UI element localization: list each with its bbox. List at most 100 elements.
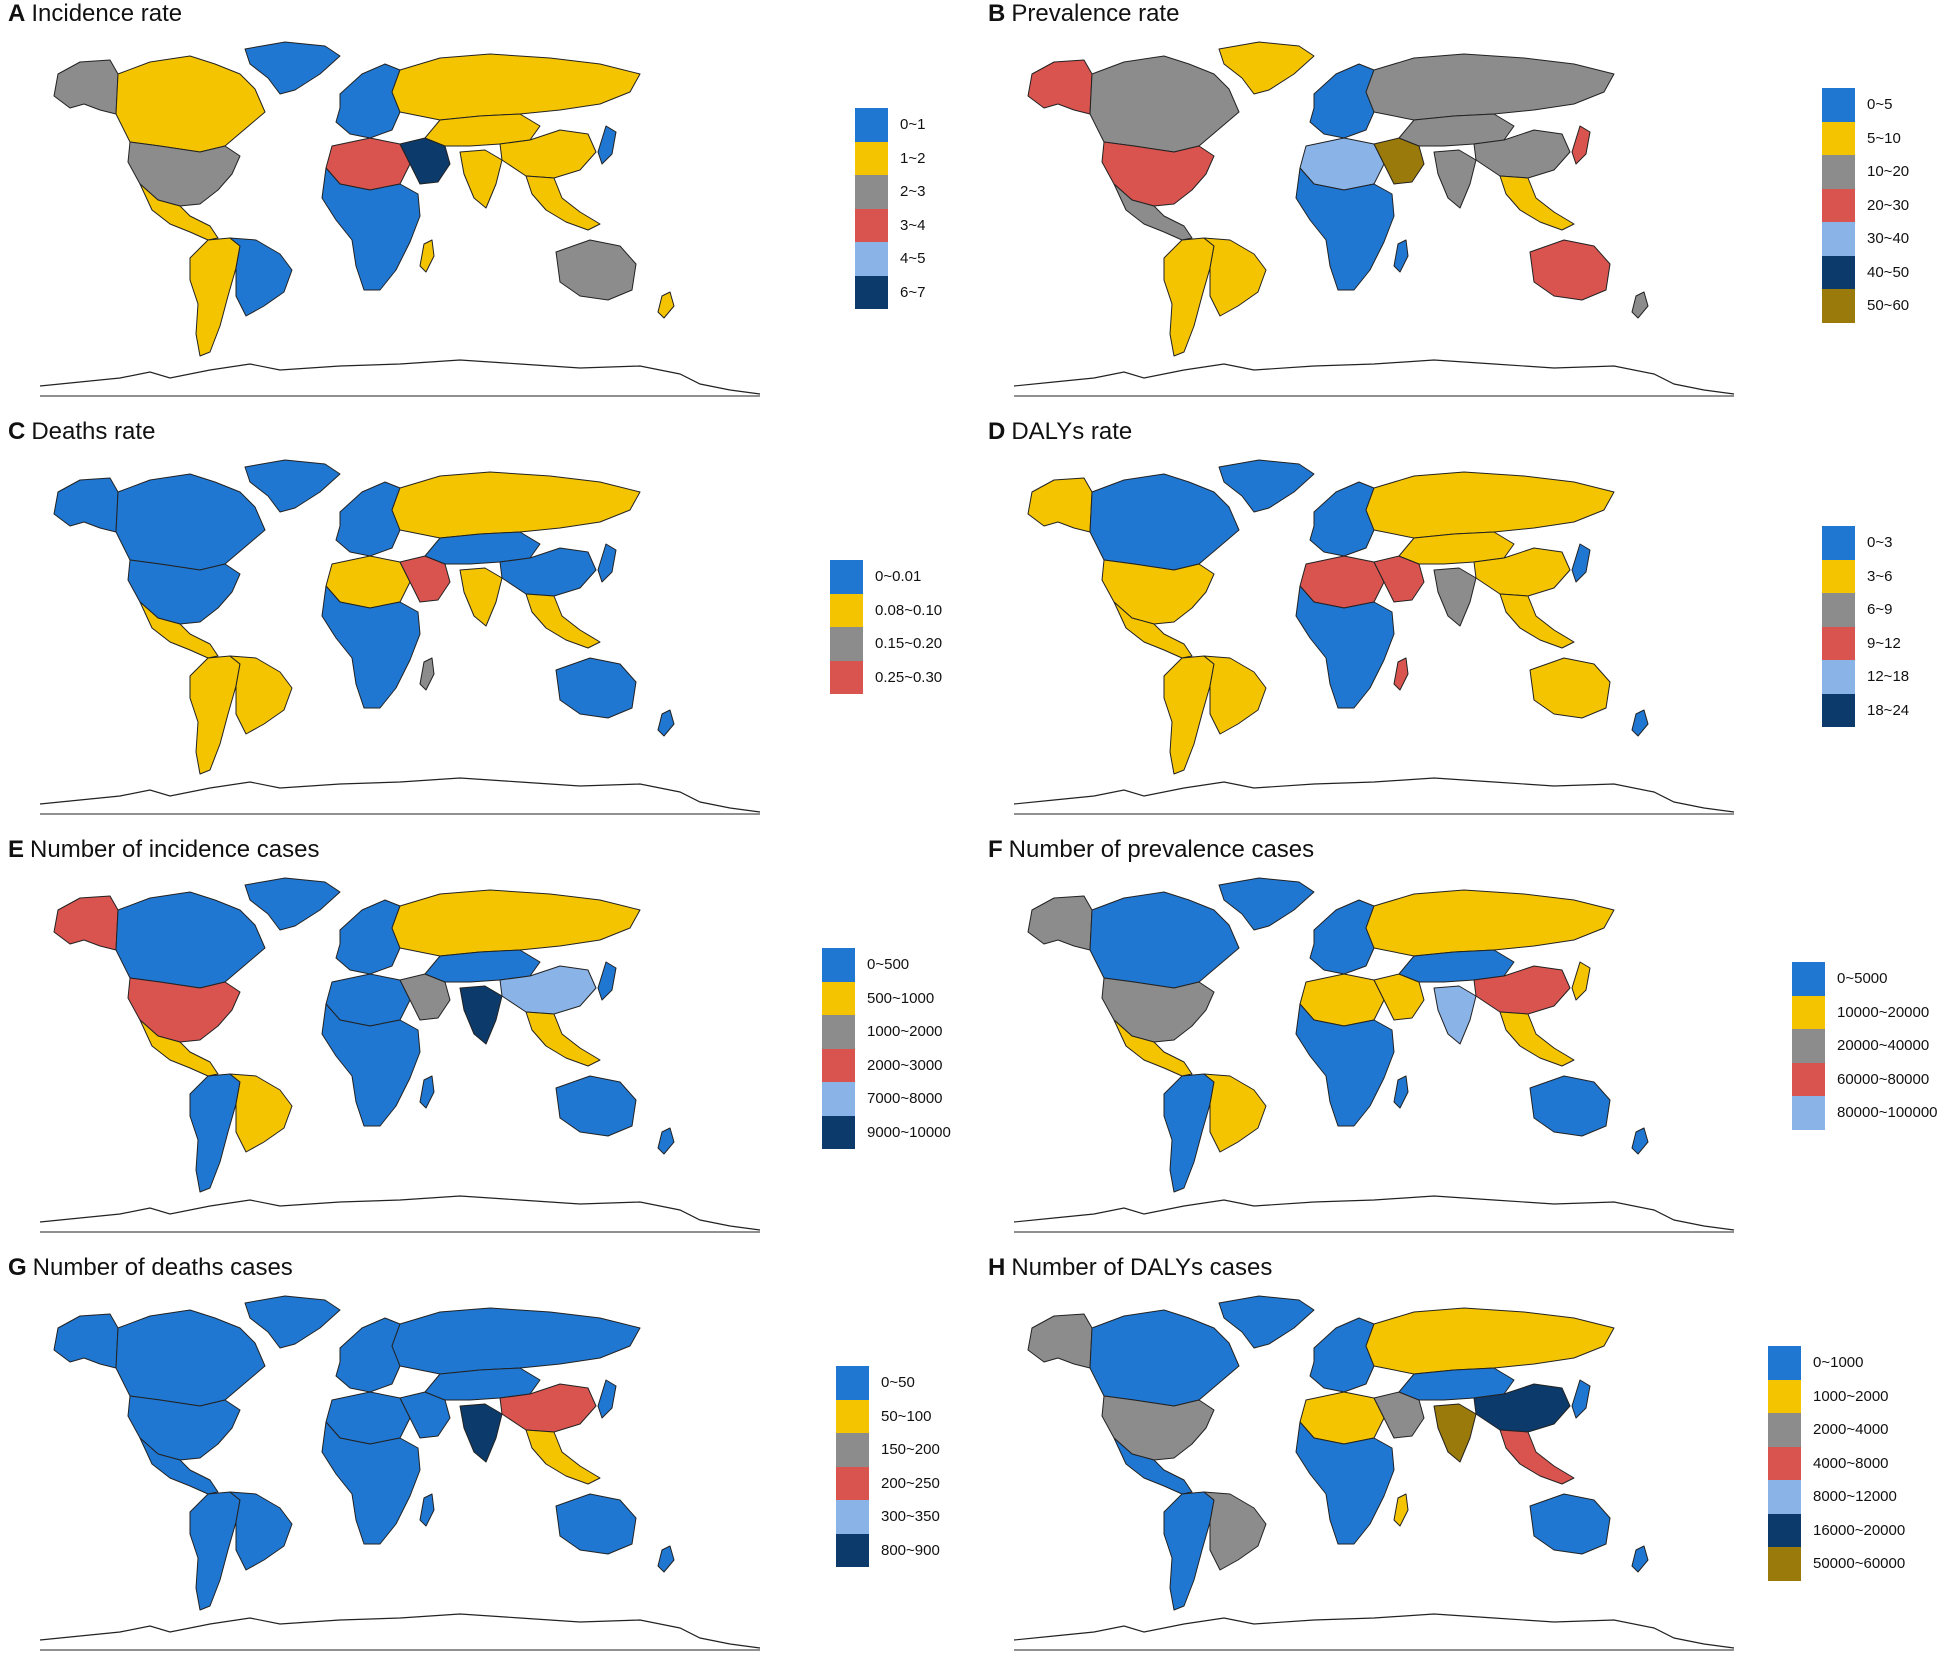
region-africa [1295,167,1395,291]
legend-item: 0~0.01 [830,560,942,594]
legend-swatch [1822,593,1855,627]
legend-label: 40~50 [1867,263,1910,281]
legend-swatch [836,1366,869,1400]
region-north-america [1101,559,1215,625]
legend-swatch [822,1015,855,1049]
panel-title: D DALYs rate [988,418,1132,446]
legend-item: 20~30 [1822,188,1910,222]
legend-swatch [822,1048,855,1082]
map-container [40,870,760,1240]
region-south-america [1163,655,1215,775]
region-russia [391,1307,641,1375]
legend-item: 60000~80000 [1792,1062,1938,1096]
legend-label: 6~9 [1867,601,1893,619]
panel-title-text: Number of prevalence cases [1008,836,1315,863]
legend-swatch [1768,1513,1801,1547]
legend-swatch [855,242,888,276]
legend-item: 50~100 [836,1399,940,1433]
region-africa [321,1421,421,1545]
region-africa [1295,1421,1395,1545]
legend-swatch [822,981,855,1015]
legend-swatch [1792,962,1825,996]
legend-swatch [1822,121,1855,155]
map-container [40,1288,760,1658]
region-madagascar [1393,239,1409,273]
region-japan [597,543,617,583]
region-greenland [244,41,341,95]
legend-item: 800~900 [836,1533,940,1567]
legend-swatch [836,1500,869,1534]
map-container [1014,452,1734,822]
legend-item: 300~350 [836,1500,940,1534]
legend-item: 0~3 [1822,526,1909,560]
legend-swatch [836,1533,869,1567]
map-container [1014,1288,1734,1658]
legend-item: 30~40 [1822,222,1909,256]
legend-item: 7000~8000 [822,1082,951,1116]
legend-label: 150~200 [881,1441,940,1459]
panel-title: A Incidence rate [8,0,182,28]
region-china [1473,1383,1571,1433]
region-alaska [1027,477,1093,533]
region-central-america [139,183,219,241]
region-africa [1295,1003,1395,1127]
panel-letter: C [8,418,26,445]
panel-E: E Number of incidence cases 0~500 500~1000… [0,836,974,1250]
region-north-america [1101,1395,1215,1461]
legend-swatch [1768,1446,1801,1480]
region-brazil [229,237,293,317]
legend-item: 1000~2000 [822,1015,951,1049]
legend-swatch [855,141,888,175]
panel-letter: H [988,1254,1006,1281]
panel-letter: A [8,0,26,27]
legend-swatch [830,627,863,661]
region-alaska [1027,59,1093,115]
world-map [1014,459,1734,815]
map-container [1014,34,1734,404]
legend-item: 8000~12000 [1768,1480,1905,1514]
region-southeast-asia [525,1011,601,1067]
region-greenland [1218,41,1315,95]
region-australia [1529,1493,1611,1555]
legend-item: 6~9 [1822,593,1909,627]
region-africa [321,585,421,709]
panel-title: F Number of prevalence cases [988,836,1314,864]
region-china [499,129,597,179]
legend-item: 9~12 [1822,626,1909,660]
legend-item: 10000~20000 [1792,995,1938,1029]
panel-title-text: DALYs rate [1011,418,1133,445]
region-central-america [139,1437,219,1495]
region-greenland [1218,459,1315,513]
region-europe [335,63,401,139]
legend-item: 2000~3000 [822,1048,951,1082]
region-brazil [229,1073,293,1153]
legend-swatch [1792,1096,1825,1130]
legend-item: 0.25~0.30 [830,660,942,694]
legend-label: 1000~2000 [1813,1387,1889,1405]
legend-label: 20~30 [1867,196,1910,214]
region-south-america [189,1491,241,1611]
region-brazil [229,655,293,735]
antarctica-outline [40,1195,760,1231]
legend-swatch [1822,559,1855,593]
region-canada [1089,473,1240,571]
legend-item: 1000~2000 [1768,1379,1905,1413]
region-southeast-asia [525,1429,601,1485]
legend: 0~5000 10000~20000 20000~40000 60000~80000 8… [1792,962,1938,1130]
region-alaska [1027,1313,1093,1369]
region-china [1473,129,1571,179]
panel-H: H Number of DALYs cases 0~1000 1000~2000 20… [974,1254,1948,1668]
region-madagascar [419,657,435,691]
legend-item: 150~200 [836,1433,940,1467]
region-central-america [139,601,219,659]
region-japan [1571,961,1591,1001]
world-map [40,877,760,1233]
legend-item: 0~1 [855,108,925,142]
region-brazil [1203,1491,1267,1571]
panel-title-text: Deaths rate [31,418,156,445]
legend-label: 0~5 [1867,96,1893,114]
region-southeast-asia [1499,1429,1575,1485]
region-north-america [1101,977,1215,1043]
region-new-zealand [1631,709,1649,737]
legend: 0~50 50~100 150~200 200~250 300~350 800~900 [836,1366,940,1567]
